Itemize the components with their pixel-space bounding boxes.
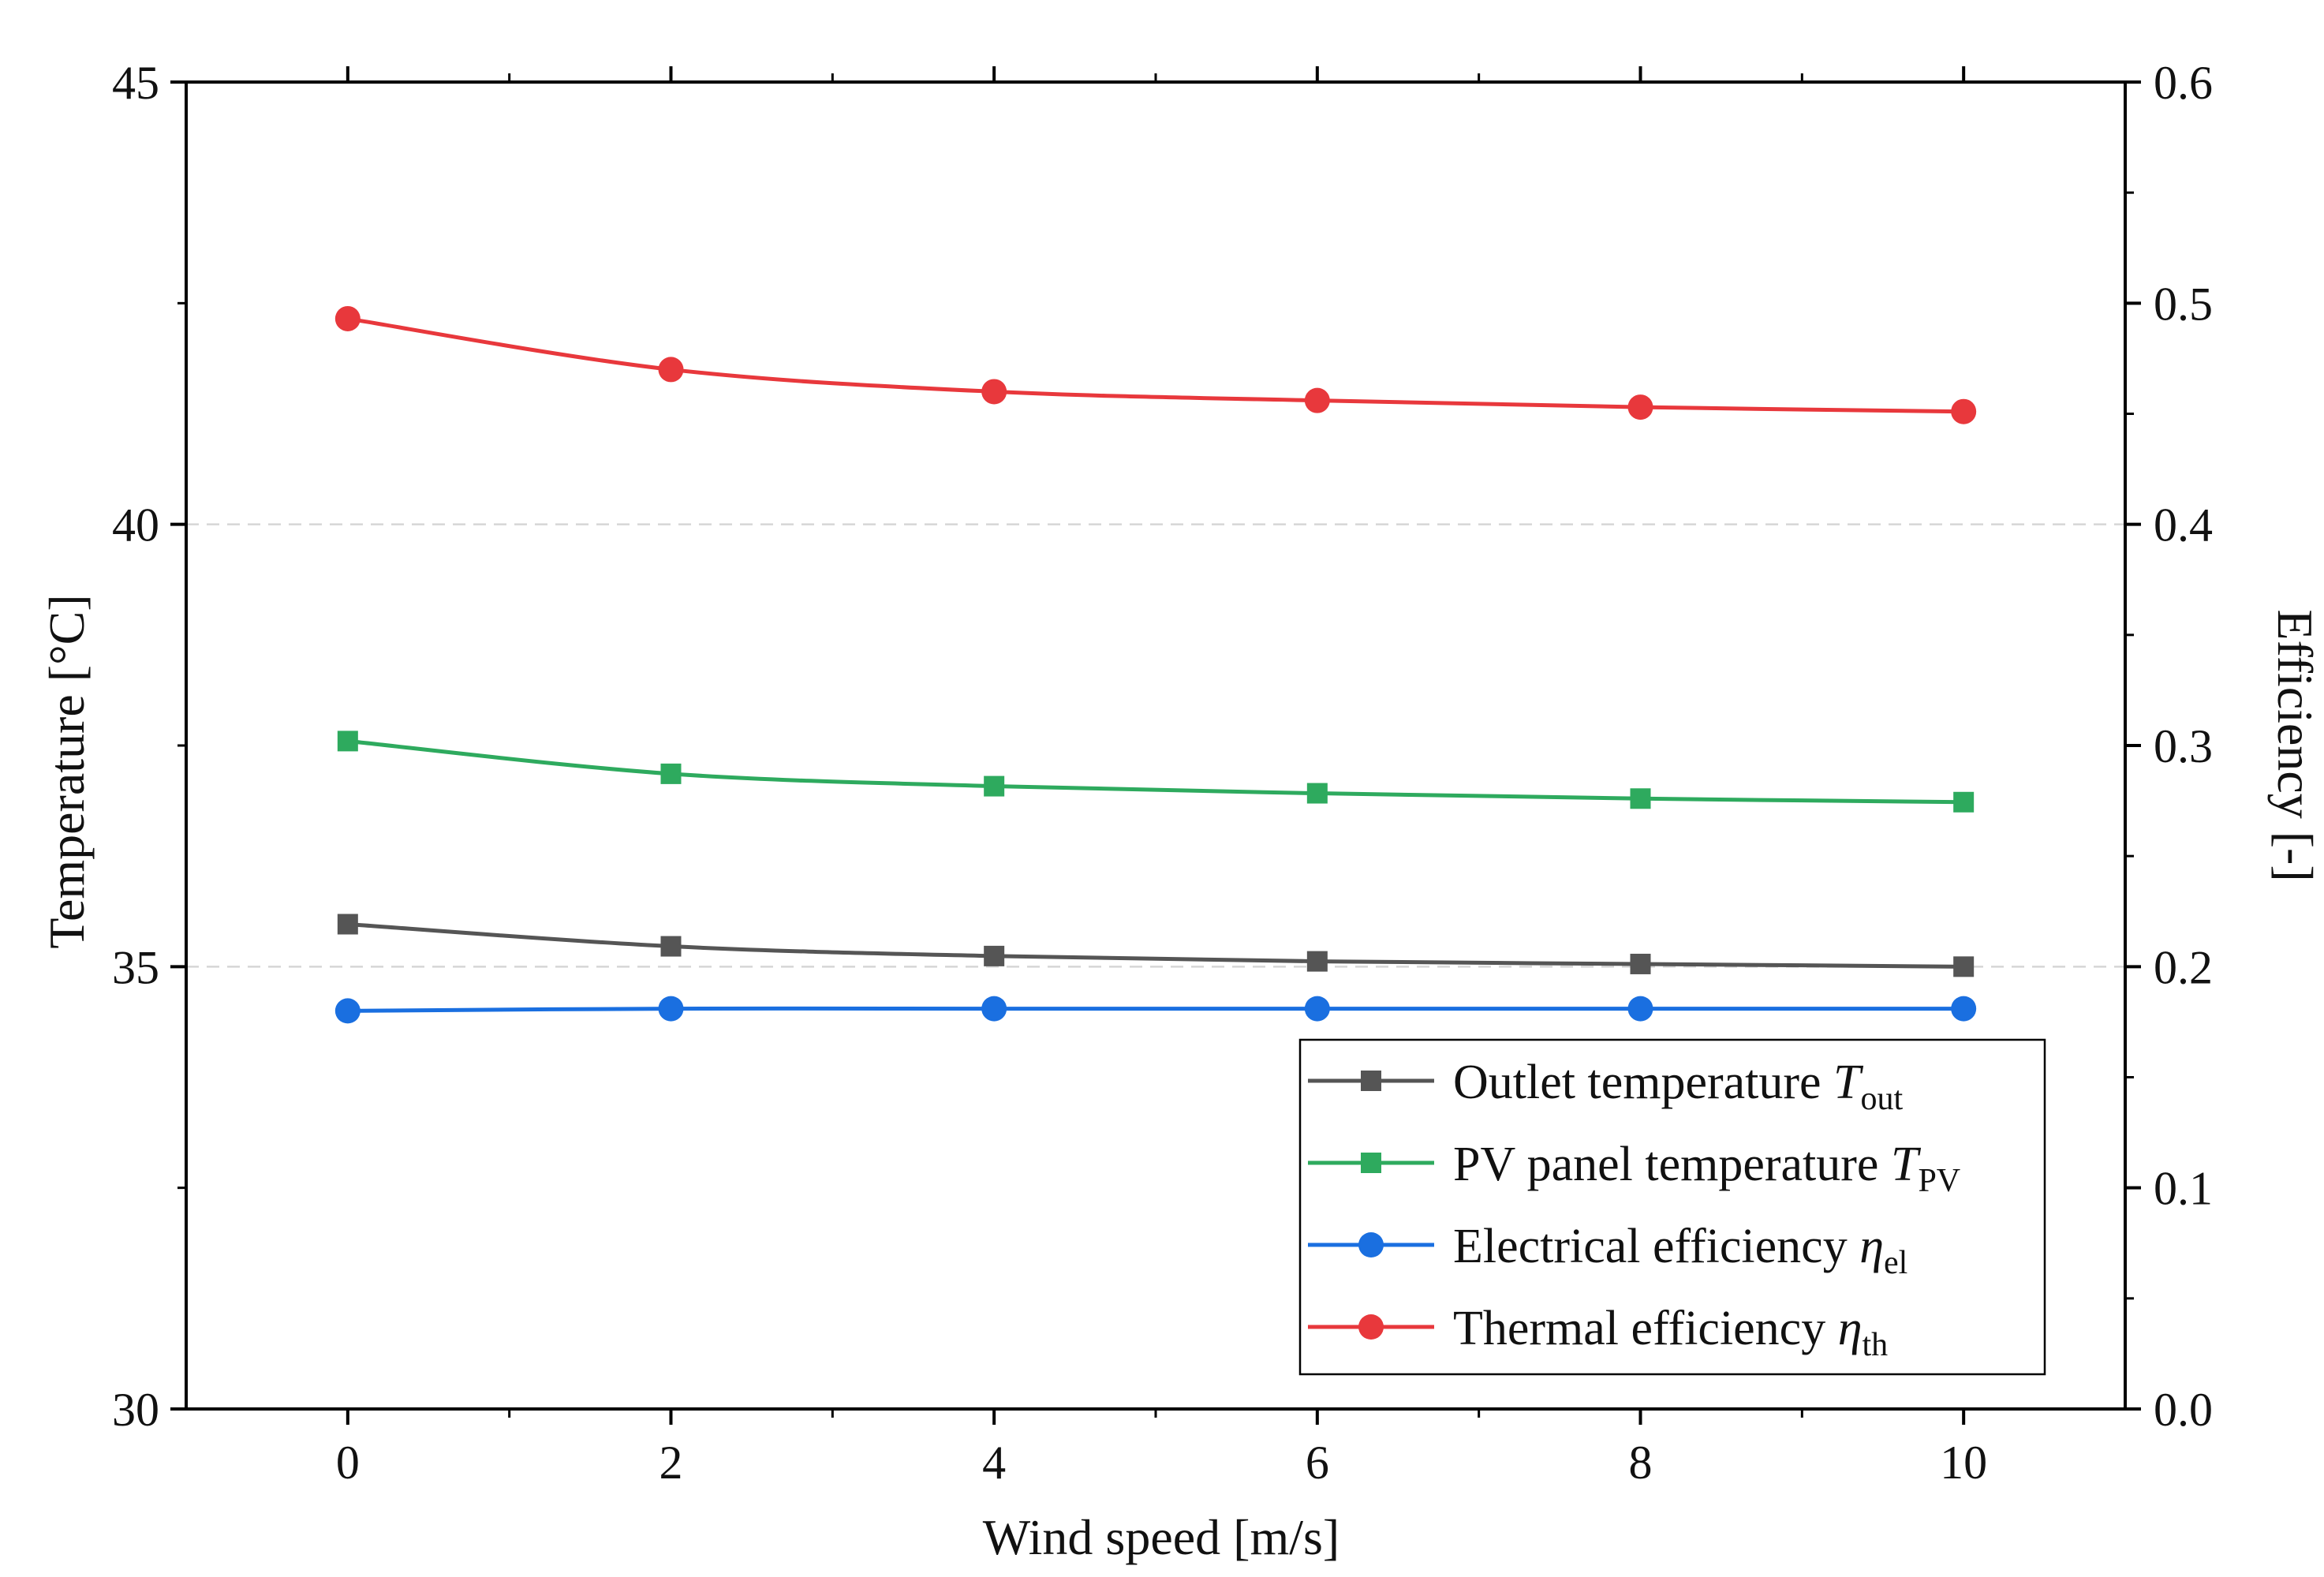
y-left-tick-label: 40 [112,499,159,551]
y-right-tick-label: 0.1 [2154,1163,2213,1215]
data-point-thermal-efficiency [1304,387,1330,413]
legend-label-symbol: T [1891,1138,1922,1191]
data-point-thermal-efficiency [981,379,1007,405]
data-point-outlet-temperature [1630,953,1651,974]
data-point-thermal-efficiency [334,305,361,331]
legend-item-pv-panel-temperature: PV panel temperature TPV [1308,1138,1960,1199]
y-right-tick-label: 0.4 [2154,499,2213,551]
series-electrical-efficiency [334,996,1977,1024]
data-point-outlet-temperature [1953,956,1975,977]
data-point-pv-panel-temperature [337,731,358,752]
x-tick-label: 4 [982,1437,1006,1489]
data-point-pv-panel-temperature [984,775,1005,797]
data-point-pv-panel-temperature [1953,791,1975,813]
y-right-tick-label: 0.5 [2154,278,2213,330]
legend-marker-pv-panel-temperature [1361,1153,1381,1173]
y-right-tick-label: 0.0 [2154,1384,2213,1436]
data-point-thermal-efficiency [1951,398,1977,424]
legend-marker-outlet-temperature [1361,1071,1381,1091]
legend-label-subscript: PV [1918,1163,1960,1199]
x-axis-title: Wind speed [m/s] [983,1509,1339,1565]
series-line-electrical-efficiency [347,1006,1964,1013]
series-pv-panel-temperature [337,731,1975,813]
data-point-electrical-efficiency [658,996,684,1022]
legend-label-pv-panel-temperature: PV panel temperature TPV [1453,1138,1960,1199]
legend: Outlet temperature Tout PV panel temperat… [1298,1038,2046,1376]
series-outlet-temperature [337,914,1975,977]
y-right-tick-label: 0.2 [2154,941,2213,993]
legend-label-text: Electrical efficiency [1453,1220,1859,1273]
legend-label-subscript: th [1862,1327,1888,1363]
x-tick-label: 6 [1306,1437,1329,1489]
legend-label-text: Outlet temperature [1453,1056,1833,1109]
legend-label-subscript: el [1884,1245,1907,1281]
grid-lines [186,523,2125,968]
x-tick-label: 10 [1940,1437,1987,1489]
data-point-thermal-efficiency [1627,394,1653,420]
x-tick-label: 8 [1629,1437,1653,1489]
legend-label-text: Thermal efficiency [1453,1302,1838,1355]
legend-label-symbol: T [1833,1056,1864,1109]
data-point-outlet-temperature [660,936,682,957]
data-point-electrical-efficiency [334,998,361,1024]
data-point-thermal-efficiency [658,357,684,383]
data-point-pv-panel-temperature [660,763,682,784]
legend-label-electrical-efficiency: Electrical efficiency ηel [1453,1220,1907,1281]
x-tick-label: 0 [336,1437,360,1489]
data-point-electrical-efficiency [981,996,1007,1022]
legend-marker-thermal-efficiency [1358,1314,1384,1340]
legend-item-electrical-efficiency: Electrical efficiency ηel [1308,1220,1907,1281]
legend-label-subscript: out [1861,1081,1904,1117]
y-left-tick-label: 45 [112,57,159,109]
legend-label-thermal-efficiency: Thermal efficiency ηth [1453,1302,1888,1363]
data-point-pv-panel-temperature [1630,788,1651,809]
legend-label-symbol: η [1859,1220,1884,1273]
series-line-thermal-efficiency [347,316,1964,414]
series-thermal-efficiency [334,305,1977,424]
legend-item-outlet-temperature: Outlet temperature Tout [1308,1056,1904,1117]
y-right-tick-label: 0.6 [2154,57,2213,109]
data-point-pv-panel-temperature [1306,783,1328,804]
legend-box [1298,1038,2046,1376]
legend-label-outlet-temperature: Outlet temperature Tout [1453,1056,1904,1117]
y-right-tick-label: 0.3 [2154,720,2213,772]
y-left-tick-label: 30 [112,1384,159,1436]
y-axis-left-title: Temperature [°C] [39,594,95,948]
data-point-outlet-temperature [1306,951,1328,972]
data-point-electrical-efficiency [1951,996,1977,1022]
axes-layer: 0 2 4 6 8 10 30 35 40 45 0.0 0.1 0.2 0.3 0.4 0.5 0.6 [112,57,2213,1489]
series-line-pv-panel-temperature [347,738,1964,805]
legend-label-symbol: η [1838,1302,1863,1355]
y-left-tick-label: 35 [112,941,159,993]
legend-label-text: PV panel temperature [1453,1138,1891,1191]
data-point-electrical-efficiency [1627,996,1653,1022]
data-point-outlet-temperature [337,914,358,935]
data-point-outlet-temperature [984,945,1005,966]
data-point-electrical-efficiency [1304,996,1330,1022]
legend-item-thermal-efficiency: Thermal efficiency ηth [1308,1302,1888,1363]
series-line-outlet-temperature [347,922,1964,969]
legend-marker-electrical-efficiency [1358,1232,1384,1257]
series-layer [334,305,1977,1024]
y-axis-right-title: Efficiency [-] [2267,609,2323,881]
x-tick-label: 2 [659,1437,683,1489]
